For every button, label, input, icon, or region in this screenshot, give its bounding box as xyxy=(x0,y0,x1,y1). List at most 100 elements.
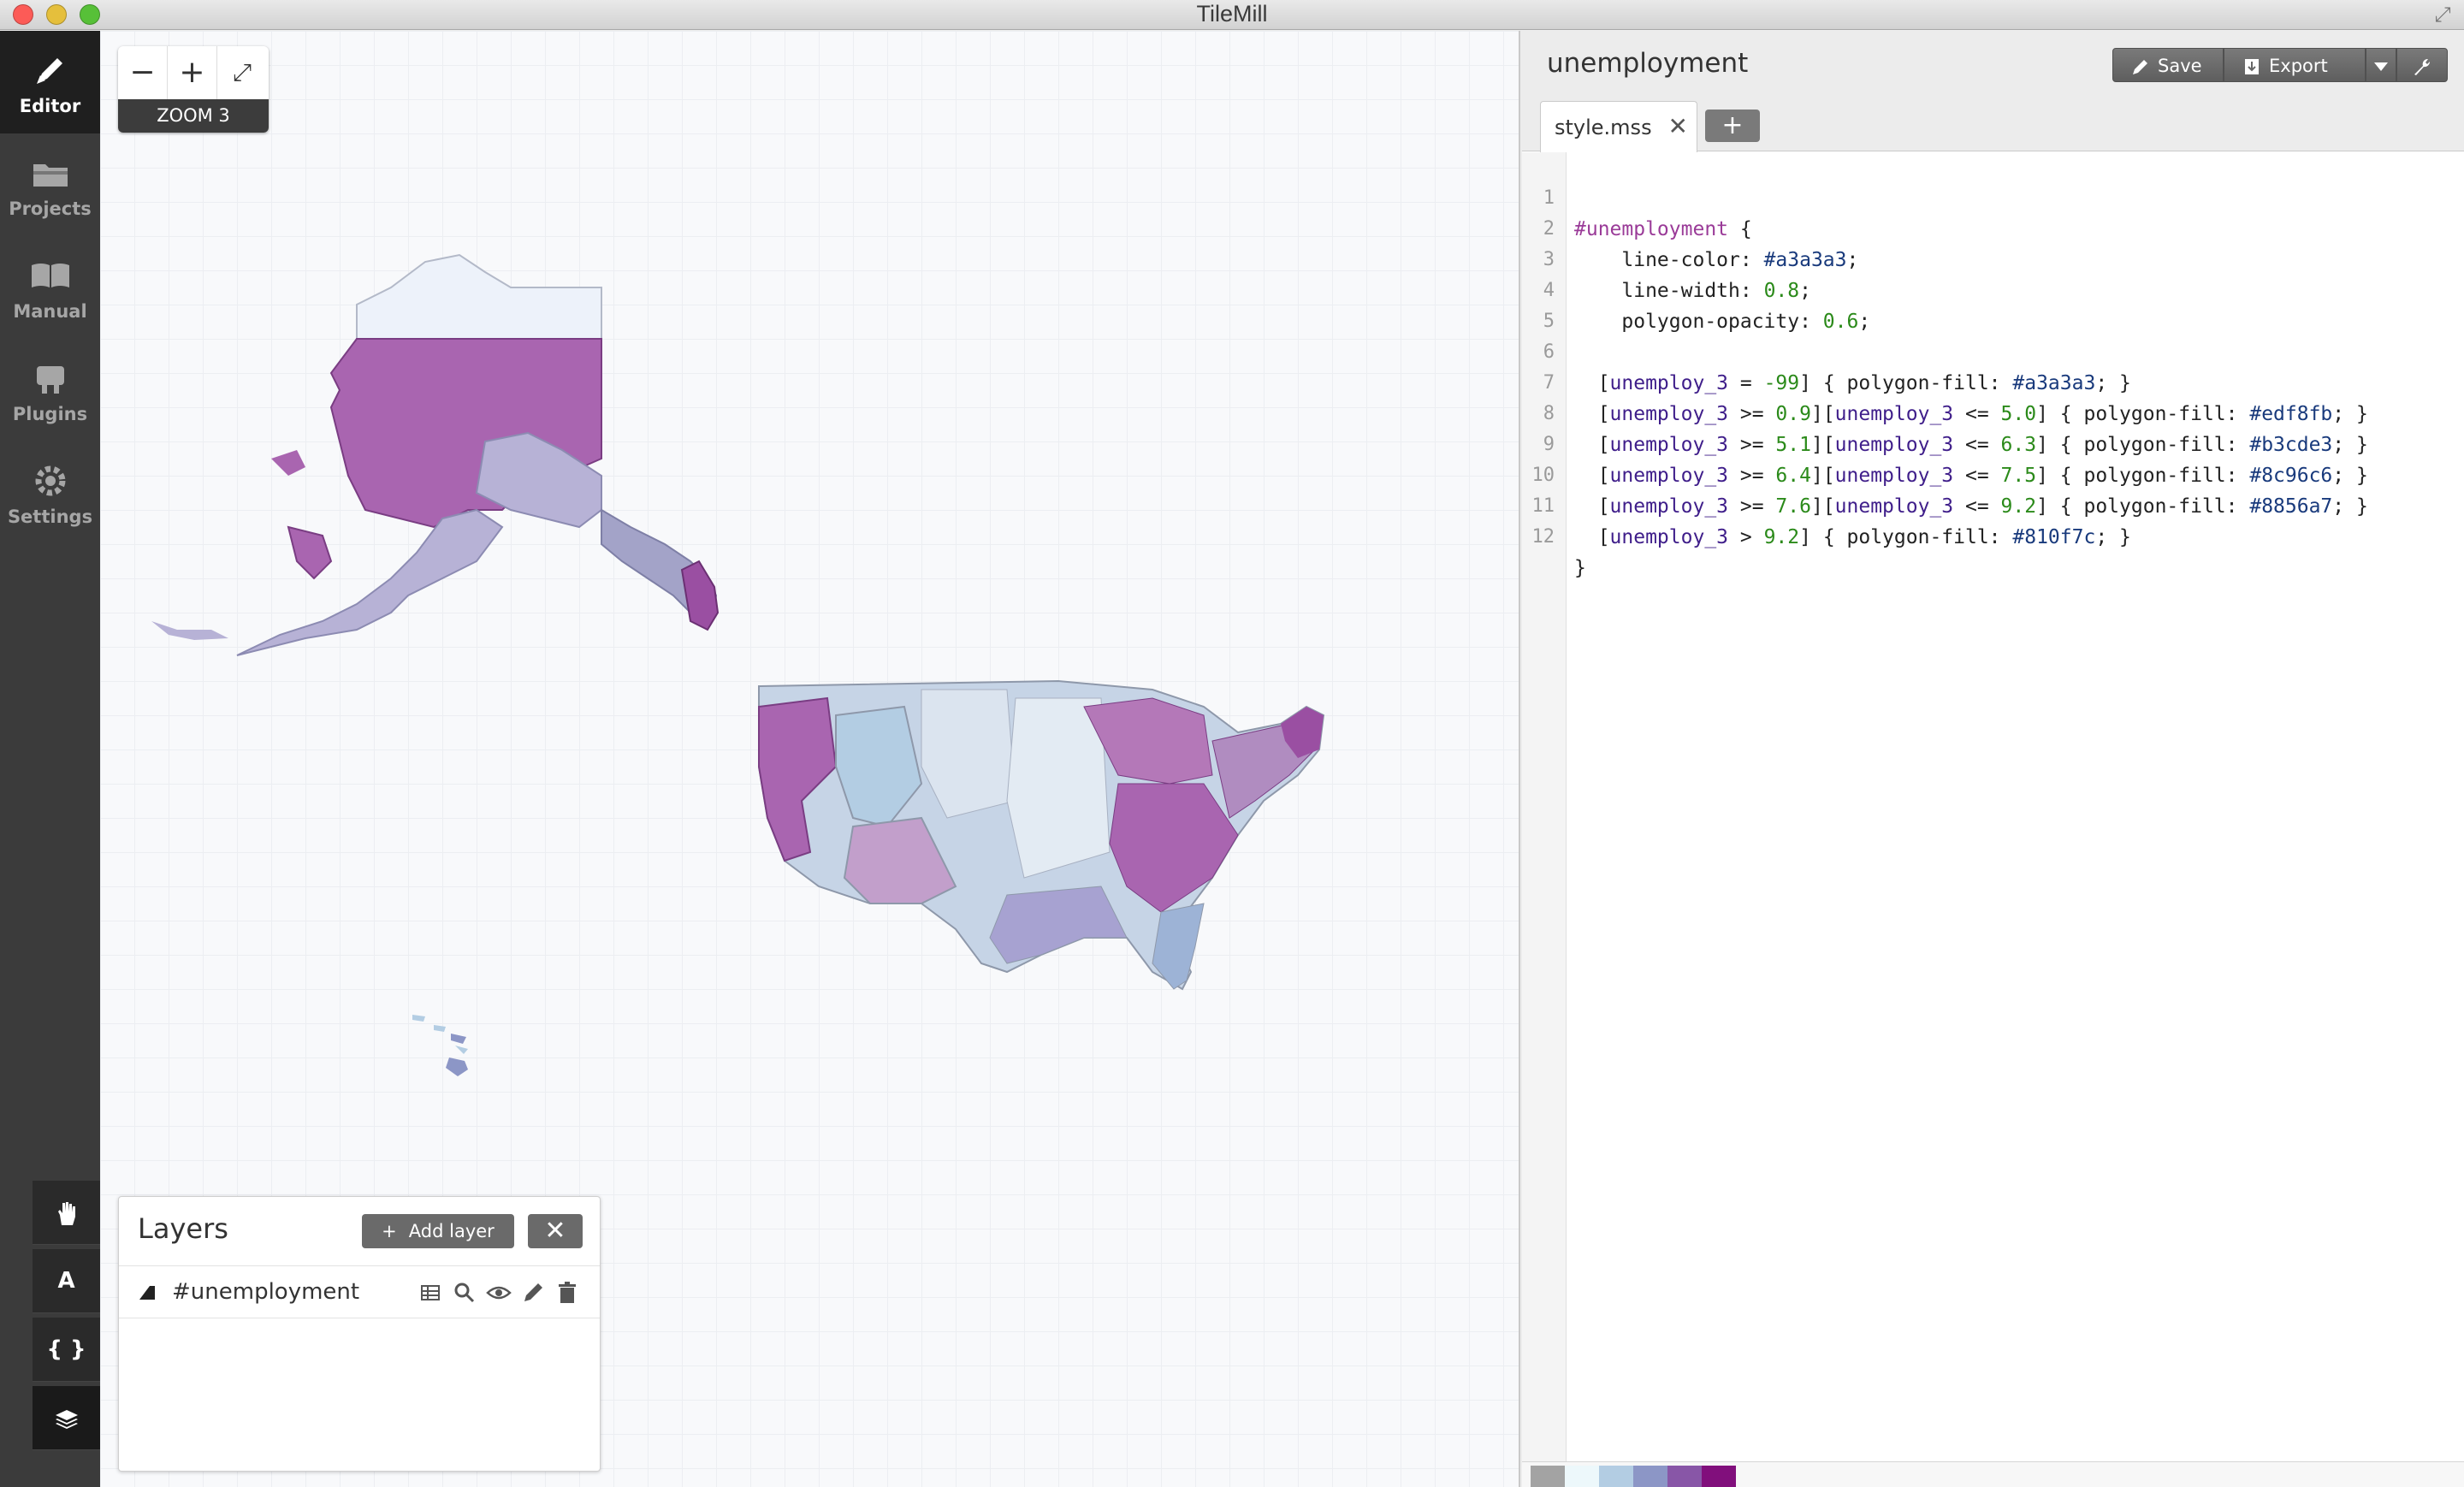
divider xyxy=(119,1265,600,1266)
code-line: 1 #unemployment { xyxy=(1522,152,2464,240)
attribute-token: unemploy_3 xyxy=(1609,403,1729,425)
code-line: 11 [unemploy_3 > 9.2] { polygon-fill: #8… xyxy=(1522,460,2464,548)
folder-icon xyxy=(33,164,68,187)
layer-row[interactable]: #unemployment xyxy=(119,1267,600,1318)
operator-token: <= xyxy=(1953,465,2001,487)
close-layers-panel-button[interactable]: ✕ xyxy=(528,1214,583,1248)
download-icon xyxy=(2245,59,2259,74)
zoom-in-button[interactable]: + xyxy=(168,46,217,99)
code-line: 8 [unemploy_3 >= 5.1][unemploy_3 <= 6.3]… xyxy=(1522,368,2464,456)
map-canvas[interactable] xyxy=(100,31,1520,1487)
color-token: #810f7c xyxy=(2012,526,2096,548)
code-line: 4 polygon-opacity: 0.6; xyxy=(1522,245,2464,333)
window-title: TileMill xyxy=(1196,1,1268,27)
trash-icon[interactable] xyxy=(554,1279,581,1306)
palette-swatch[interactable] xyxy=(1702,1466,1736,1487)
close-tab-icon[interactable]: ✕ xyxy=(1667,112,1688,140)
font-icon: A xyxy=(57,1268,75,1294)
add-layer-label: Add layer xyxy=(408,1221,495,1241)
alaska-shape xyxy=(151,253,720,656)
sidebar-item-label: Manual xyxy=(13,301,87,322)
export-button[interactable]: Export xyxy=(2224,48,2366,82)
code-line: 2 line-color: #a3a3a3; xyxy=(1522,183,2464,271)
line-number-gutter xyxy=(1522,152,1567,1461)
fullscreen-map-button[interactable]: ⤢ xyxy=(232,58,252,86)
export-label: Export xyxy=(2269,56,2328,76)
code-text: ; xyxy=(1846,249,1859,271)
operator-token: >= xyxy=(1728,465,1776,487)
plugin-icon xyxy=(36,366,64,394)
sidebar-item-settings[interactable]: Settings xyxy=(0,441,100,544)
code-line: 6 [unemploy_3 = -99] { polygon-fill: #a3… xyxy=(1522,306,2464,394)
color-token: #a3a3a3 xyxy=(2012,372,2096,394)
book-icon xyxy=(31,264,69,287)
project-title: unemployment xyxy=(1547,48,1749,79)
palette-swatch[interactable] xyxy=(1667,1466,1702,1487)
line-number: 6 xyxy=(1543,341,1555,363)
number-token: 6.3 xyxy=(2000,434,2037,456)
attribute-token: unemploy_3 xyxy=(1609,495,1729,518)
number-token: 9.2 xyxy=(1763,526,1800,548)
close-window-button[interactable] xyxy=(13,4,33,25)
attribute-token: unemploy_3 xyxy=(1834,495,1954,518)
project-settings-button[interactable] xyxy=(2396,48,2448,82)
pencil-icon xyxy=(2133,60,2147,74)
line-number: 10 xyxy=(1531,465,1555,486)
sidebar-item-editor[interactable]: Editor xyxy=(0,31,100,133)
carto-reference-button[interactable]: { } xyxy=(33,1318,100,1382)
font-tool-button[interactable]: A xyxy=(33,1249,100,1313)
line-number: 9 xyxy=(1543,434,1555,455)
color-token: #8856a7 xyxy=(2249,495,2333,518)
sidebar-item-label: Projects xyxy=(9,198,92,219)
color-token: #b3cde3 xyxy=(2249,434,2333,456)
layers-panel: Layers + Add layer ✕ #unemployment xyxy=(118,1196,601,1472)
window-titlebar: TileMill ⤢ xyxy=(0,0,2464,30)
contiguous-us-shape xyxy=(758,679,1325,991)
hand-tool-button[interactable] xyxy=(33,1181,100,1245)
property-token: line-color: xyxy=(1574,249,1764,271)
number-token: 0.8 xyxy=(1763,280,1800,302)
number-token: 9.2 xyxy=(2000,495,2037,518)
number-token: 5.1 xyxy=(1775,434,1811,456)
code-text: } xyxy=(1574,557,1586,579)
sidebar-item-manual[interactable]: Manual xyxy=(0,236,100,339)
save-button[interactable]: Save xyxy=(2112,48,2224,82)
plus-icon: + xyxy=(382,1221,397,1241)
number-token: -99 xyxy=(1763,372,1800,394)
attribute-token: unemploy_3 xyxy=(1834,403,1954,425)
operator-token: > xyxy=(1728,526,1764,548)
operator-token: <= xyxy=(1953,495,2001,518)
search-icon[interactable] xyxy=(451,1279,478,1306)
fullscreen-icon[interactable]: ⤢ xyxy=(2434,3,2451,27)
add-layer-button[interactable]: + Add layer xyxy=(362,1214,514,1248)
add-stylesheet-button[interactable]: + xyxy=(1705,110,1760,142)
minimize-window-button[interactable] xyxy=(46,4,67,25)
palette-swatch[interactable] xyxy=(1565,1466,1599,1487)
number-token: 0.9 xyxy=(1775,403,1811,425)
palette-swatch[interactable] xyxy=(1599,1466,1633,1487)
zoom-out-button[interactable]: − xyxy=(118,46,168,99)
attribute-token: unemploy_3 xyxy=(1609,434,1729,456)
code-line: 10 [unemploy_3 >= 7.6][unemploy_3 <= 9.2… xyxy=(1522,430,2464,518)
selector-token: #unemployment xyxy=(1574,218,1729,240)
eye-icon[interactable] xyxy=(485,1279,512,1306)
line-number: 3 xyxy=(1543,249,1555,270)
operator-token: <= xyxy=(1953,434,2001,456)
tab-style-mss[interactable]: style.mss ✕ xyxy=(1540,101,1697,152)
palette-swatch[interactable] xyxy=(1633,1466,1667,1487)
color-palette xyxy=(1522,1461,2464,1487)
palette-swatch[interactable] xyxy=(1531,1466,1565,1487)
code-editor[interactable]: 1 #unemployment { 2 line-color: #a3a3a3;… xyxy=(1522,152,2464,1461)
table-icon[interactable] xyxy=(417,1279,444,1306)
sidebar-item-plugins[interactable]: Plugins xyxy=(0,339,100,441)
export-dropdown-button[interactable] xyxy=(2366,48,2396,82)
number-token: 7.6 xyxy=(1775,495,1811,518)
code-text: ; xyxy=(1799,280,1811,302)
pencil-icon[interactable] xyxy=(519,1279,547,1306)
sidebar-item-projects[interactable]: Projects xyxy=(0,133,100,236)
maximize-window-button[interactable] xyxy=(80,4,100,25)
close-icon: ✕ xyxy=(544,1216,566,1246)
layers-tool-button[interactable] xyxy=(33,1386,100,1450)
operator-token: = xyxy=(1728,372,1764,394)
code-line: 5 xyxy=(1522,275,2464,332)
